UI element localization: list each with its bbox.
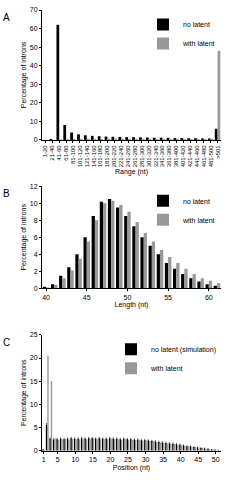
svg-text:2: 2 xyxy=(34,268,38,275)
svg-text:301-320: 301-320 xyxy=(146,145,152,168)
svg-text:C: C xyxy=(3,337,10,348)
svg-text:1: 1 xyxy=(42,456,46,463)
svg-text:Length (nt): Length (nt) xyxy=(115,301,149,309)
svg-text:no latent: no latent xyxy=(183,198,210,205)
svg-text:201-220: 201-220 xyxy=(111,145,117,168)
svg-text:30: 30 xyxy=(30,81,38,88)
svg-text:60: 60 xyxy=(30,25,38,32)
svg-text:8: 8 xyxy=(34,217,38,224)
svg-text:25: 25 xyxy=(124,456,132,463)
svg-text:70: 70 xyxy=(30,6,38,13)
svg-text:141-160: 141-160 xyxy=(91,145,97,168)
svg-text:20: 20 xyxy=(107,456,115,463)
svg-text:481-500: 481-500 xyxy=(208,145,214,168)
svg-text:0: 0 xyxy=(34,136,38,143)
svg-text:6: 6 xyxy=(34,234,38,241)
svg-text:421-440: 421-440 xyxy=(187,145,193,168)
svg-text:121-140: 121-140 xyxy=(84,145,90,168)
svg-text:1-20: 1-20 xyxy=(42,145,48,158)
svg-text:20: 20 xyxy=(30,354,38,361)
svg-text:61-80: 61-80 xyxy=(63,145,69,161)
svg-text:0: 0 xyxy=(34,285,38,292)
svg-text:40: 40 xyxy=(177,456,185,463)
svg-text:5: 5 xyxy=(34,424,38,431)
svg-text:101-120: 101-120 xyxy=(77,145,83,168)
svg-text:55: 55 xyxy=(164,294,172,301)
svg-text:20: 20 xyxy=(30,99,38,106)
svg-text:241-260: 241-260 xyxy=(125,145,131,168)
svg-text:81-100: 81-100 xyxy=(70,145,76,164)
svg-text:381-400: 381-400 xyxy=(173,145,179,168)
svg-text:Percentage of introns: Percentage of introns xyxy=(20,204,28,271)
svg-text:281-300: 281-300 xyxy=(139,145,145,168)
svg-text:with latent: with latent xyxy=(150,365,183,372)
svg-text:221-240: 221-240 xyxy=(118,145,124,168)
svg-text:41-60: 41-60 xyxy=(56,145,62,161)
svg-text:25: 25 xyxy=(30,331,38,338)
svg-text:Position (nt): Position (nt) xyxy=(113,464,150,472)
svg-text:35: 35 xyxy=(159,456,167,463)
svg-text:Percentage of introns: Percentage of introns xyxy=(20,41,28,108)
svg-text:>501: >501 xyxy=(215,145,221,159)
svg-text:Percentage of introns: Percentage of introns xyxy=(20,359,28,426)
svg-text:161-180: 161-180 xyxy=(97,145,103,168)
svg-text:461-480: 461-480 xyxy=(201,145,207,168)
svg-text:with latent: with latent xyxy=(182,40,215,47)
svg-text:361-380: 361-380 xyxy=(166,145,172,168)
svg-text:50: 50 xyxy=(30,44,38,51)
svg-text:401-420: 401-420 xyxy=(180,145,186,168)
svg-text:12: 12 xyxy=(30,183,38,190)
svg-text:with latent: with latent xyxy=(182,217,215,224)
svg-text:45: 45 xyxy=(83,294,91,301)
svg-text:50: 50 xyxy=(124,294,132,301)
svg-text:4: 4 xyxy=(34,251,38,258)
svg-text:21-40: 21-40 xyxy=(49,145,55,161)
svg-text:15: 15 xyxy=(30,378,38,385)
svg-text:no latent (simulation): no latent (simulation) xyxy=(151,346,216,354)
svg-text:B: B xyxy=(3,188,10,199)
svg-text:15: 15 xyxy=(89,456,97,463)
svg-text:341-360: 341-360 xyxy=(159,145,165,168)
svg-text:10: 10 xyxy=(30,401,38,408)
svg-text:40: 40 xyxy=(30,62,38,69)
svg-text:321-340: 321-340 xyxy=(153,145,159,168)
svg-text:181-200: 181-200 xyxy=(104,145,110,168)
svg-text:30: 30 xyxy=(142,456,150,463)
svg-text:45: 45 xyxy=(194,456,202,463)
svg-text:60: 60 xyxy=(205,294,213,301)
svg-text:441-460: 441-460 xyxy=(194,145,200,168)
svg-text:40: 40 xyxy=(42,294,50,301)
svg-text:Range (nt): Range (nt) xyxy=(115,168,148,176)
svg-text:0: 0 xyxy=(34,447,38,454)
svg-text:261-280: 261-280 xyxy=(132,145,138,168)
svg-text:10: 10 xyxy=(30,200,38,207)
svg-text:10: 10 xyxy=(71,456,79,463)
svg-text:A: A xyxy=(3,12,10,23)
svg-text:50: 50 xyxy=(212,456,220,463)
svg-text:5: 5 xyxy=(56,456,60,463)
svg-text:10: 10 xyxy=(30,118,38,125)
svg-text:no latent: no latent xyxy=(183,21,210,28)
